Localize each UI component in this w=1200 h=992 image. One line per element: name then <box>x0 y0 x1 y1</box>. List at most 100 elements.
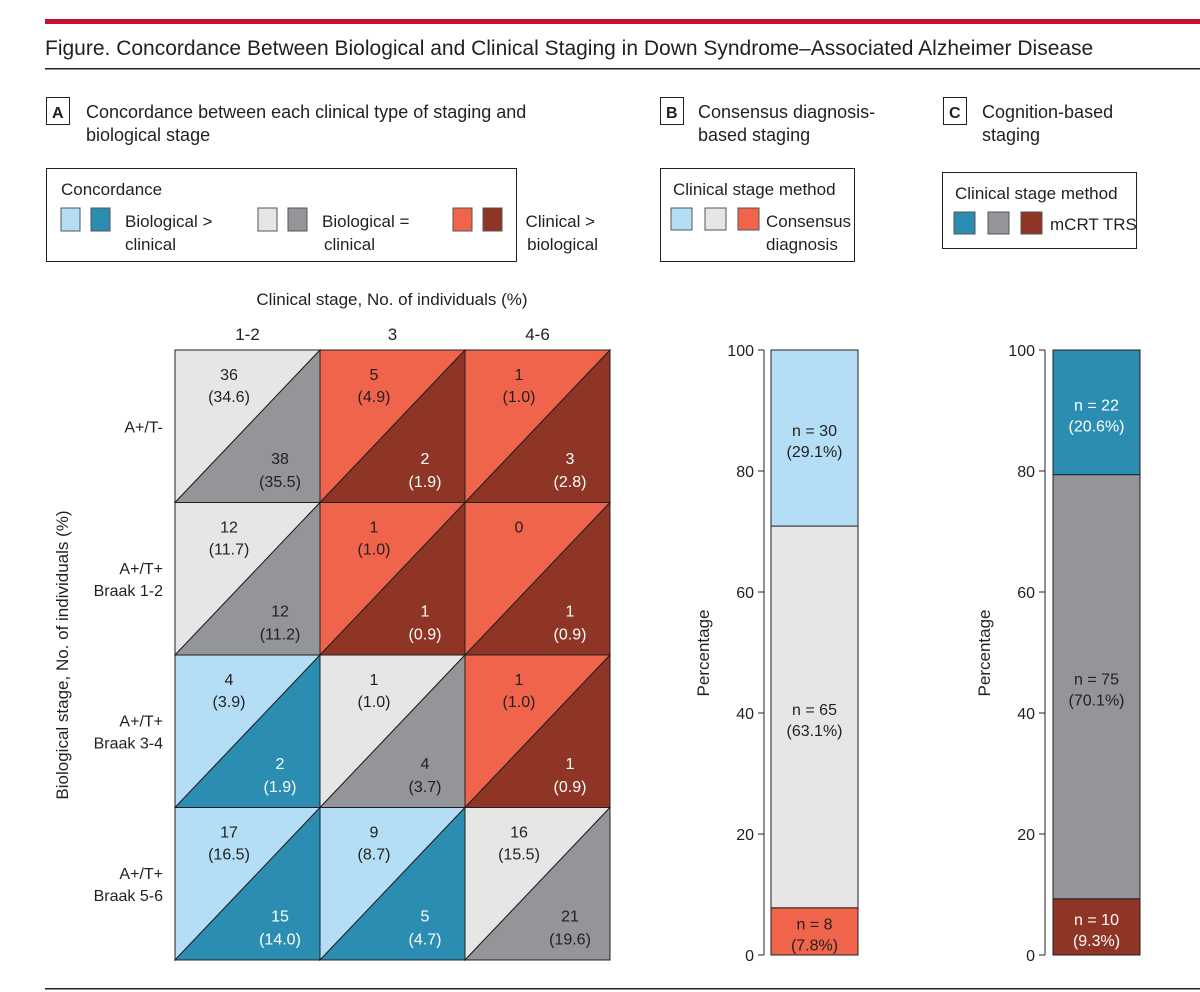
upper-percent: (4.9) <box>358 389 391 406</box>
lower-percent: (2.8) <box>554 474 587 491</box>
heatmap-cell: 1 (1.0) 4 (3.7) <box>318 653 467 809</box>
y-tick-label: 0 <box>745 948 754 965</box>
segment-count-label: n = 75 <box>1074 672 1119 689</box>
upper-percent: (34.6) <box>208 389 250 406</box>
upper-count: 9 <box>370 825 379 842</box>
lower-percent: (0.9) <box>554 627 587 644</box>
lower-count: 2 <box>276 756 285 773</box>
lower-percent: (0.9) <box>554 779 587 796</box>
column-tick-label: 3 <box>388 325 397 344</box>
y-tick-label: 40 <box>1017 706 1035 723</box>
heatmap-cell: 36 (34.6) 38 (35.5) <box>173 348 322 504</box>
heatmap-cell: 0 1 (0.9) <box>463 501 612 657</box>
lower-count: 12 <box>271 604 289 621</box>
lower-triangle <box>463 806 611 961</box>
y-axis-label: Percentage <box>694 610 713 697</box>
upper-count: 1 <box>515 367 524 384</box>
segment-percent-label: (7.8%) <box>791 937 838 954</box>
panel-b-title-2: based staging <box>698 125 810 145</box>
legend-swatch-bio-dark <box>90 207 111 232</box>
upper-percent: (3.9) <box>213 694 246 711</box>
legend-c-title: Clinical stage method <box>955 184 1118 203</box>
lower-count: 4 <box>421 756 430 773</box>
lower-percent: (1.9) <box>264 779 297 796</box>
row-tick-label: Braak 3-4 <box>94 735 163 752</box>
lower-percent: (19.6) <box>549 932 591 949</box>
upper-count: 1 <box>370 520 379 537</box>
upper-percent: (1.0) <box>503 694 536 711</box>
y-tick-label: 0 <box>1026 948 1035 965</box>
heatmap-x-axis-label: Clinical stage, No. of individuals (%) <box>256 290 527 309</box>
y-tick-label: 60 <box>1017 585 1035 602</box>
segment-percent-label: (9.3%) <box>1073 933 1120 950</box>
bar-segment <box>770 349 859 527</box>
y-tick-label: 100 <box>727 343 754 360</box>
bar-segment <box>1052 349 1141 476</box>
legend-b-title: Clinical stage method <box>673 180 836 199</box>
legend-swatch-clin-dark <box>482 207 503 232</box>
upper-percent: (11.7) <box>209 542 250 559</box>
row-tick-label: A+/T+ <box>119 866 163 883</box>
segment-count-label: n = 65 <box>792 702 837 719</box>
legend-c-label: mCRT TRS <box>1050 215 1137 234</box>
lower-percent: (14.0) <box>259 932 301 949</box>
heatmap-cell: 12 (11.7) 12 (11.2) <box>173 501 322 657</box>
legend-swatch-bio-light <box>60 207 81 232</box>
bar-chart-b: 0 20 40 60 80 100 Percentage n = 8 (7.8%) n = 65 (… <box>694 343 859 965</box>
segment-percent-label: (29.1%) <box>786 444 842 461</box>
panel-a-title-1: Concordance between each clinical type o… <box>86 102 526 122</box>
column-tick-label: 1-2 <box>235 325 260 344</box>
lower-count: 2 <box>421 451 430 468</box>
panel-a-letter: A <box>52 105 64 122</box>
bar-chart-c: 0 20 40 60 80 100 Percentage n = 10 (9.3%) n = 75… <box>975 343 1141 965</box>
upper-percent: (1.0) <box>358 542 391 559</box>
row-tick-label: Braak 5-6 <box>94 888 163 905</box>
legend-title: Concordance <box>61 180 162 199</box>
panel-c-title-2: staging <box>982 125 1040 145</box>
y-tick-label: 20 <box>736 827 754 844</box>
legend-b-swatch-light-gray <box>704 207 727 231</box>
panel-c-legend: Clinical stage method mCRT TRS <box>942 172 1137 249</box>
legend-swatch-equal-light <box>257 207 278 232</box>
panel-a-letter-box <box>46 97 70 125</box>
legend-label-bio-1: Biological > <box>125 212 212 231</box>
bottom-rule <box>45 988 1200 990</box>
lower-count: 21 <box>561 909 579 926</box>
heatmap-cell: 1 (1.0) 1 (0.9) <box>318 501 467 657</box>
row-tick-label: A+/T+ <box>119 713 163 730</box>
legend-label-equal-2: clinical <box>324 235 375 254</box>
panel-b-legend: Clinical stage method Consensus diagnosi… <box>660 168 855 262</box>
legend-label-equal-1: Biological = <box>322 212 409 231</box>
heatmap-cell: 16 (15.5) 21 (19.6) <box>463 806 612 962</box>
y-tick-label: 80 <box>1017 464 1035 481</box>
top-rule <box>45 19 1200 24</box>
lower-count: 1 <box>566 604 575 621</box>
y-tick-label: 100 <box>1008 343 1035 360</box>
lower-percent: (11.2) <box>260 627 301 644</box>
lower-percent: (0.9) <box>409 627 442 644</box>
y-tick-label: 20 <box>1017 827 1035 844</box>
y-tick-label: 80 <box>736 464 754 481</box>
legend-label-clin-2: biological <box>527 235 598 254</box>
heatmap-cell: 9 (8.7) 5 (4.7) <box>318 806 467 962</box>
legend-b-swatch-coral <box>737 207 760 231</box>
upper-percent: (15.5) <box>498 847 540 864</box>
panel-b-letter: B <box>666 105 678 122</box>
upper-percent: (8.7) <box>358 847 391 864</box>
upper-percent: (16.5) <box>208 847 250 864</box>
legend-b-label-1: Consensus <box>766 212 851 231</box>
column-tick-label: 4-6 <box>525 325 550 344</box>
upper-count: 1 <box>370 672 379 689</box>
row-tick-label: A+/T- <box>124 419 163 436</box>
upper-count: 5 <box>370 367 379 384</box>
segment-percent-label: (70.1%) <box>1068 693 1124 710</box>
panel-b-letter-box <box>660 97 684 125</box>
legend-label-clin-1: Clinical > <box>526 212 596 231</box>
bar-segment <box>770 907 859 956</box>
panel-b-title-1: Consensus diagnosis- <box>698 102 875 122</box>
heatmap-cell: 1 (1.0) 1 (0.9) <box>463 653 612 809</box>
y-tick-label: 40 <box>736 706 754 723</box>
heatmap-cell: 4 (3.9) 2 (1.9) <box>173 653 322 809</box>
panel-c-title-1: Cognition-based <box>982 102 1113 122</box>
